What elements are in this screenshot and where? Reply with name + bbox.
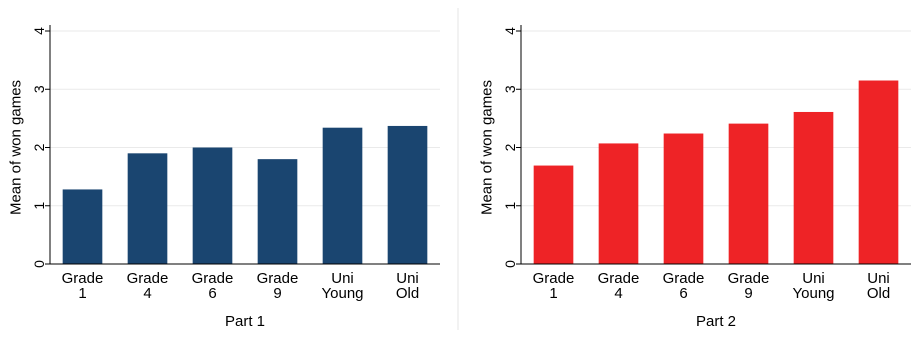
x-axis-label: Part 2 bbox=[696, 313, 736, 330]
bar bbox=[127, 153, 168, 264]
bar bbox=[858, 80, 899, 264]
bar bbox=[533, 165, 574, 264]
bar bbox=[728, 123, 769, 265]
x-tick-label: Uni Old bbox=[396, 270, 419, 302]
x-tick-label: Grade 6 bbox=[663, 270, 705, 302]
y-tick-label: 2 bbox=[31, 143, 47, 151]
x-tick-label: Uni Young bbox=[793, 270, 835, 302]
y-tick-label: 1 bbox=[31, 202, 47, 210]
x-tick-label: Grade 6 bbox=[192, 270, 234, 302]
bar bbox=[62, 189, 103, 264]
y-tick-label: 4 bbox=[31, 27, 47, 35]
y-tick-label: 3 bbox=[31, 85, 47, 93]
x-tick-label: Grade 4 bbox=[598, 270, 640, 302]
bar bbox=[322, 127, 363, 264]
bar bbox=[387, 125, 428, 264]
y-tick-label: 0 bbox=[31, 260, 47, 268]
bar bbox=[257, 159, 298, 264]
y-tick-label: 4 bbox=[502, 27, 518, 35]
y-tick-label: 3 bbox=[502, 85, 518, 93]
y-tick-label: 2 bbox=[502, 143, 518, 151]
x-tick-label: Grade 9 bbox=[257, 270, 299, 302]
bar bbox=[192, 147, 233, 264]
x-tick-label: Uni Old bbox=[867, 270, 890, 302]
x-tick-label: Grade 4 bbox=[127, 270, 169, 302]
x-tick-label: Grade 1 bbox=[533, 270, 575, 302]
x-axis-label: Part 1 bbox=[225, 313, 265, 330]
y-tick-label: 1 bbox=[502, 202, 518, 210]
y-axis-label: Mean of won games bbox=[479, 80, 496, 215]
y-tick-label: 0 bbox=[502, 260, 518, 268]
x-tick-label: Grade 9 bbox=[728, 270, 770, 302]
x-tick-label: Grade 1 bbox=[62, 270, 104, 302]
x-tick-label: Uni Young bbox=[322, 270, 364, 302]
bar bbox=[598, 143, 639, 264]
y-axis-label: Mean of won games bbox=[8, 80, 25, 215]
bar bbox=[663, 133, 704, 264]
bar bbox=[793, 111, 834, 264]
